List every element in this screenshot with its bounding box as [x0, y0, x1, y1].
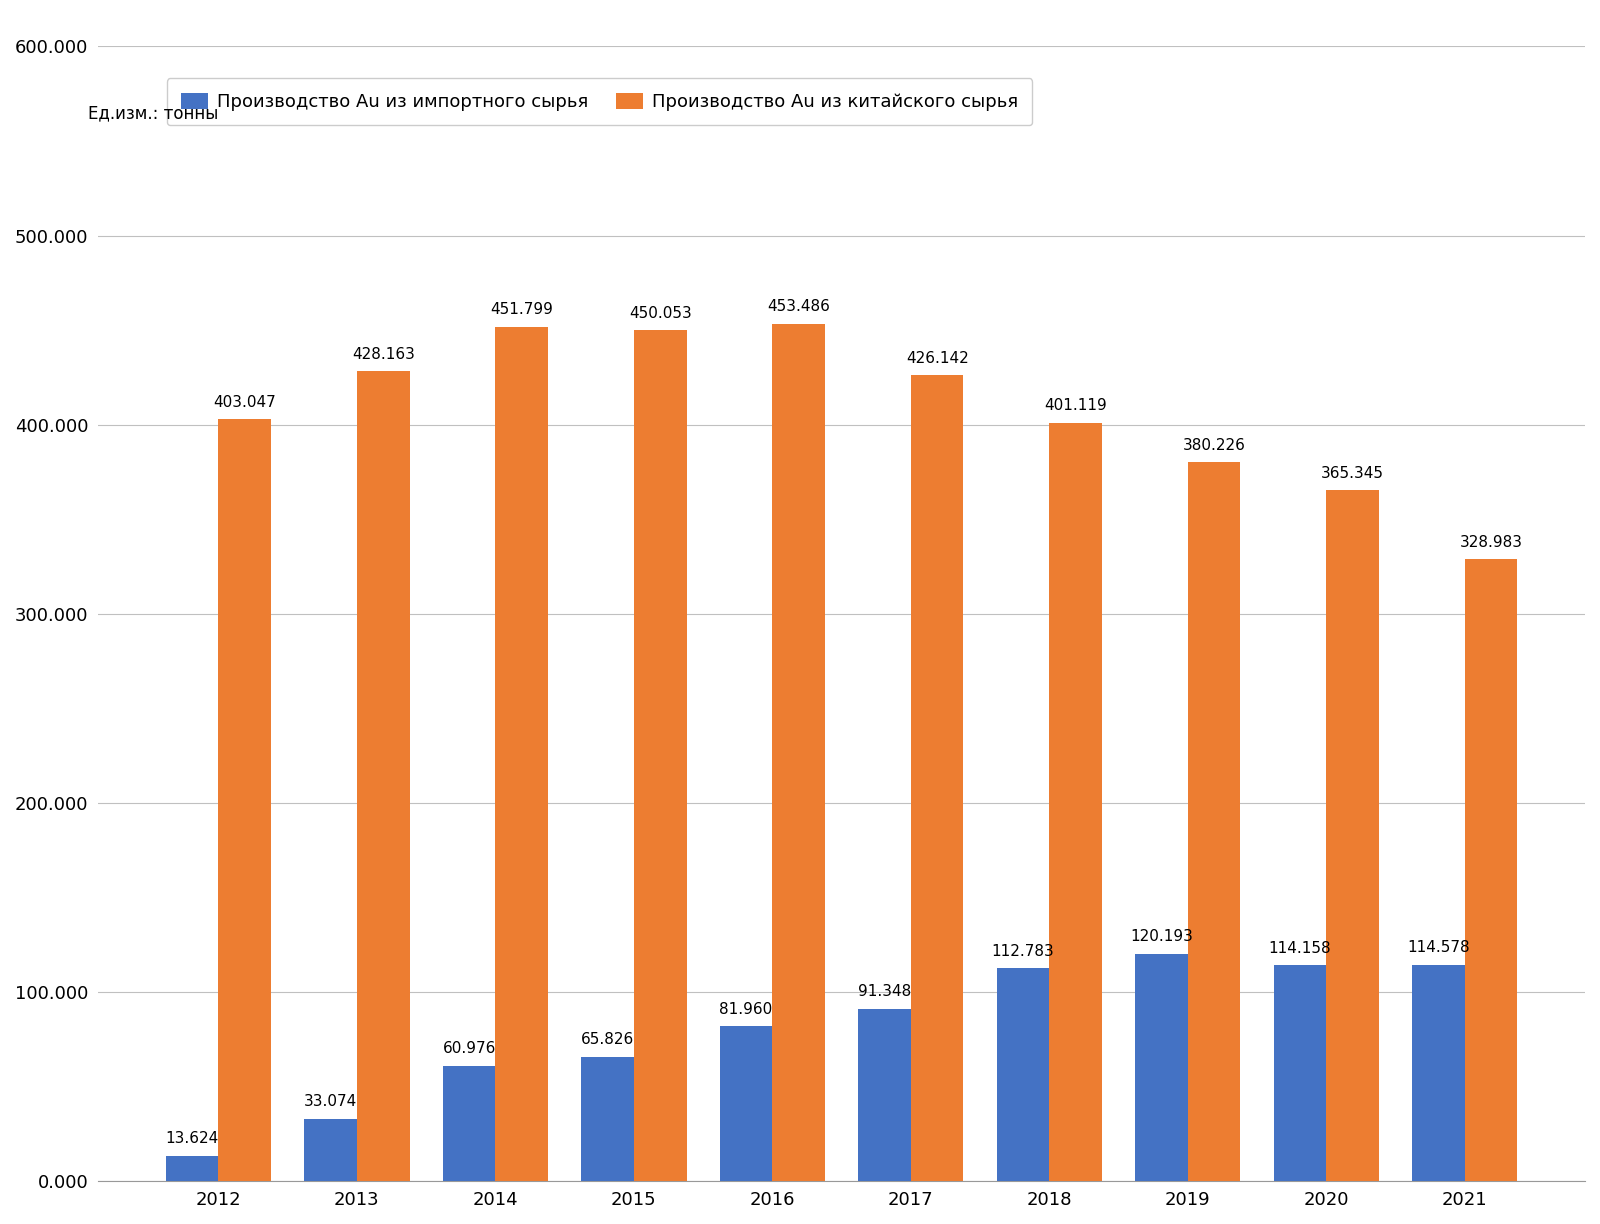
Text: 403.047: 403.047 [213, 394, 277, 410]
Bar [1050, 422, 1102, 1181]
Bar [910, 376, 963, 1181]
Text: 65.826: 65.826 [581, 1032, 634, 1048]
Bar [1134, 953, 1187, 1181]
Text: 60.976: 60.976 [442, 1042, 496, 1056]
Text: 453.486: 453.486 [768, 299, 830, 315]
Bar [773, 323, 826, 1181]
Text: 328.983: 328.983 [1459, 535, 1523, 550]
Text: 451.799: 451.799 [490, 302, 554, 317]
Text: 81.960: 81.960 [720, 1001, 773, 1017]
Text: 91.348: 91.348 [858, 984, 910, 999]
Text: 365.345: 365.345 [1322, 466, 1384, 481]
Bar [1274, 966, 1326, 1181]
Bar [443, 1066, 496, 1181]
Text: 13.624: 13.624 [165, 1131, 219, 1146]
Bar [496, 327, 549, 1181]
Text: 33.074: 33.074 [304, 1094, 357, 1109]
Bar [1326, 491, 1379, 1181]
Text: 114.158: 114.158 [1269, 941, 1331, 956]
Text: 112.783: 112.783 [992, 944, 1054, 958]
Text: 426.142: 426.142 [906, 351, 968, 366]
Bar [357, 371, 410, 1181]
Bar [858, 1009, 910, 1181]
Bar [581, 1056, 634, 1181]
Text: 428.163: 428.163 [352, 348, 414, 362]
Bar [166, 1155, 219, 1181]
Bar [1413, 965, 1464, 1181]
Bar [720, 1026, 773, 1181]
Text: 120.193: 120.193 [1130, 929, 1194, 945]
Text: 380.226: 380.226 [1182, 438, 1245, 453]
Text: 114.578: 114.578 [1406, 940, 1470, 955]
Text: 401.119: 401.119 [1045, 398, 1107, 414]
Text: 450.053: 450.053 [629, 306, 691, 321]
Legend: Производство Au из импортного сырья, Производство Au из китайского сырья: Производство Au из импортного сырья, Про… [166, 78, 1032, 125]
Bar [997, 968, 1050, 1181]
Bar [1464, 559, 1517, 1181]
Bar [304, 1119, 357, 1181]
Text: Ед.изм.: тонны: Ед.изм.: тонны [88, 104, 218, 122]
Bar [1187, 463, 1240, 1181]
Bar [634, 330, 686, 1181]
Bar [219, 419, 270, 1181]
